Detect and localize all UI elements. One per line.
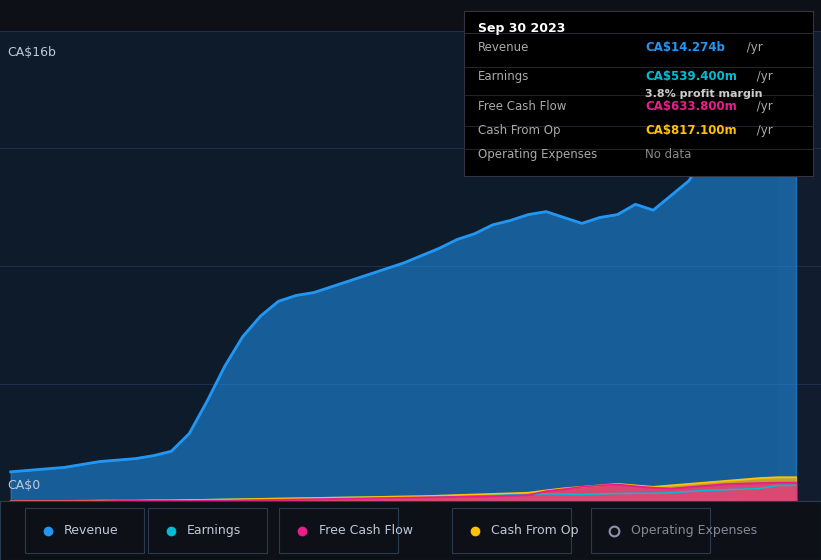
Text: CA$539.400m: CA$539.400m <box>645 70 737 83</box>
Text: 3.8% profit margin: 3.8% profit margin <box>645 89 763 99</box>
Text: Free Cash Flow: Free Cash Flow <box>478 100 566 114</box>
Text: /yr: /yr <box>753 100 773 114</box>
Text: CA$0: CA$0 <box>7 479 40 492</box>
Text: CA$14.274b: CA$14.274b <box>645 41 725 54</box>
Text: Revenue: Revenue <box>478 41 530 54</box>
Bar <box>452 508 571 553</box>
Text: /yr: /yr <box>753 124 773 137</box>
Bar <box>778 31 821 501</box>
Bar <box>591 508 710 553</box>
Text: Cash From Op: Cash From Op <box>478 124 560 137</box>
Text: Earnings: Earnings <box>187 524 241 537</box>
Text: Revenue: Revenue <box>64 524 119 537</box>
Text: Cash From Op: Cash From Op <box>491 524 579 537</box>
Bar <box>279 508 398 553</box>
Text: Free Cash Flow: Free Cash Flow <box>319 524 412 537</box>
Text: No data: No data <box>645 148 691 161</box>
Text: CA$16b: CA$16b <box>7 45 56 58</box>
Text: CA$817.100m: CA$817.100m <box>645 124 737 137</box>
Bar <box>25 508 144 553</box>
Text: /yr: /yr <box>753 70 773 83</box>
Text: Sep 30 2023: Sep 30 2023 <box>478 22 565 35</box>
Text: CA$633.800m: CA$633.800m <box>645 100 737 114</box>
Text: /yr: /yr <box>743 41 763 54</box>
Text: Operating Expenses: Operating Expenses <box>478 148 597 161</box>
Text: Operating Expenses: Operating Expenses <box>631 524 757 537</box>
Text: Earnings: Earnings <box>478 70 530 83</box>
Bar <box>148 508 267 553</box>
